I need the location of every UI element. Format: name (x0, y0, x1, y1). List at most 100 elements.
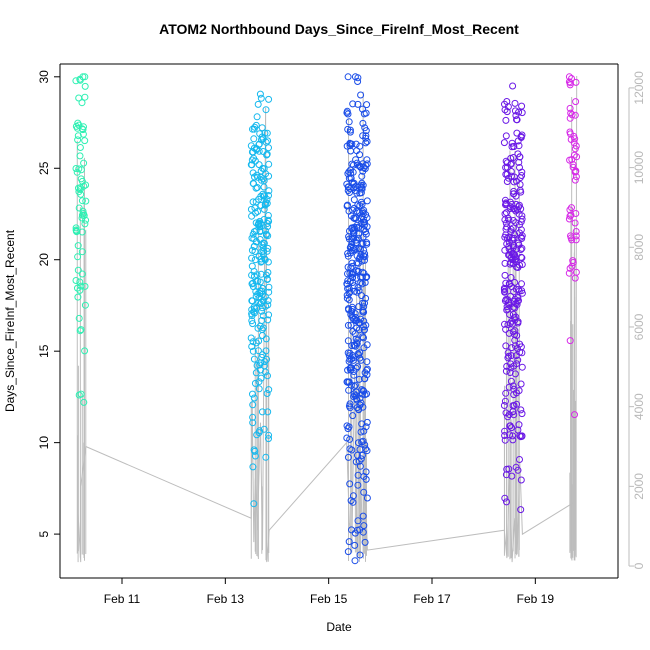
data-point (565, 215, 573, 223)
data-point (352, 236, 360, 244)
data-point (349, 100, 357, 108)
data-point (355, 319, 363, 327)
data-point (353, 252, 361, 260)
data-point (349, 492, 357, 500)
data-point (502, 201, 509, 209)
data-point (250, 394, 258, 402)
x-tick-label: Feb 19 (517, 592, 555, 606)
data-point (265, 95, 273, 103)
data-point (358, 185, 366, 193)
data-point (249, 419, 257, 427)
data-point (360, 334, 367, 342)
data-point (510, 143, 518, 151)
data-point (512, 313, 520, 321)
data-point (518, 349, 526, 357)
data-point (513, 129, 521, 137)
data-point (345, 284, 353, 292)
data-point (261, 256, 269, 264)
data-point (260, 425, 268, 433)
data-point (362, 468, 370, 476)
data-point (248, 254, 256, 262)
data-point (566, 264, 574, 272)
data-point (502, 471, 510, 479)
x-tick-label: Feb 11 (104, 592, 141, 606)
data-point (82, 181, 90, 189)
data-point (248, 306, 256, 314)
data-point (354, 471, 362, 479)
data-point (252, 292, 260, 300)
data-point (359, 306, 367, 314)
data-point (516, 340, 524, 348)
data-point (518, 280, 525, 288)
data-point (508, 344, 516, 352)
y-tick-label: 15 (37, 344, 51, 358)
data-point (250, 228, 258, 236)
data-point (358, 172, 366, 180)
data-point (508, 250, 516, 258)
data-point (74, 136, 82, 144)
data-point (253, 362, 261, 369)
data-point (352, 392, 360, 400)
data-point (351, 383, 358, 390)
data-point (501, 246, 509, 254)
data-point (264, 297, 272, 305)
data-point (572, 173, 580, 181)
data-point (503, 170, 511, 178)
data-point (363, 366, 371, 374)
data-point (356, 462, 364, 470)
data-point (358, 240, 366, 248)
data-point (565, 78, 573, 86)
data-point (361, 326, 368, 334)
data-point (76, 152, 84, 160)
data-point (263, 247, 271, 255)
data-point (566, 81, 574, 89)
data-point (251, 256, 259, 264)
data-point (72, 77, 80, 85)
data-point (363, 156, 371, 164)
data-point (354, 481, 362, 489)
data-point (346, 445, 354, 453)
data-point (352, 214, 360, 222)
data-point (254, 100, 262, 108)
data-point (357, 399, 365, 407)
data-point (511, 107, 519, 115)
secondary-line (77, 75, 578, 563)
secondary-series-layer (76, 75, 578, 563)
data-point (358, 420, 366, 428)
data-point (362, 211, 370, 219)
data-point (81, 347, 89, 355)
data-point (568, 262, 576, 270)
data-point (512, 200, 520, 208)
data-point (572, 168, 580, 175)
data-point (363, 240, 371, 248)
data-point (263, 129, 271, 137)
data-point (565, 269, 573, 277)
data-point (250, 500, 258, 508)
data-point (358, 451, 366, 459)
data-point (512, 219, 520, 227)
data-point (81, 282, 89, 290)
data-point (348, 262, 356, 270)
data-point (502, 209, 510, 217)
data-point (517, 205, 525, 213)
data-point (345, 296, 353, 304)
data-point (350, 180, 357, 188)
data-point (76, 327, 84, 335)
data-point (264, 372, 271, 380)
data-point (343, 294, 351, 302)
data-point (257, 94, 265, 102)
data-point (76, 286, 84, 294)
data-point (254, 347, 262, 355)
data-point (517, 406, 525, 414)
data-point (357, 455, 365, 463)
y-right-tick-label: 8000 (632, 234, 646, 261)
data-point (509, 217, 517, 224)
data-point (359, 132, 367, 140)
data-point (518, 432, 526, 440)
data-point (260, 247, 268, 255)
data-point (254, 324, 262, 332)
data-point (255, 298, 263, 306)
data-point (259, 239, 267, 247)
data-point (249, 338, 257, 346)
data-point (250, 308, 258, 316)
